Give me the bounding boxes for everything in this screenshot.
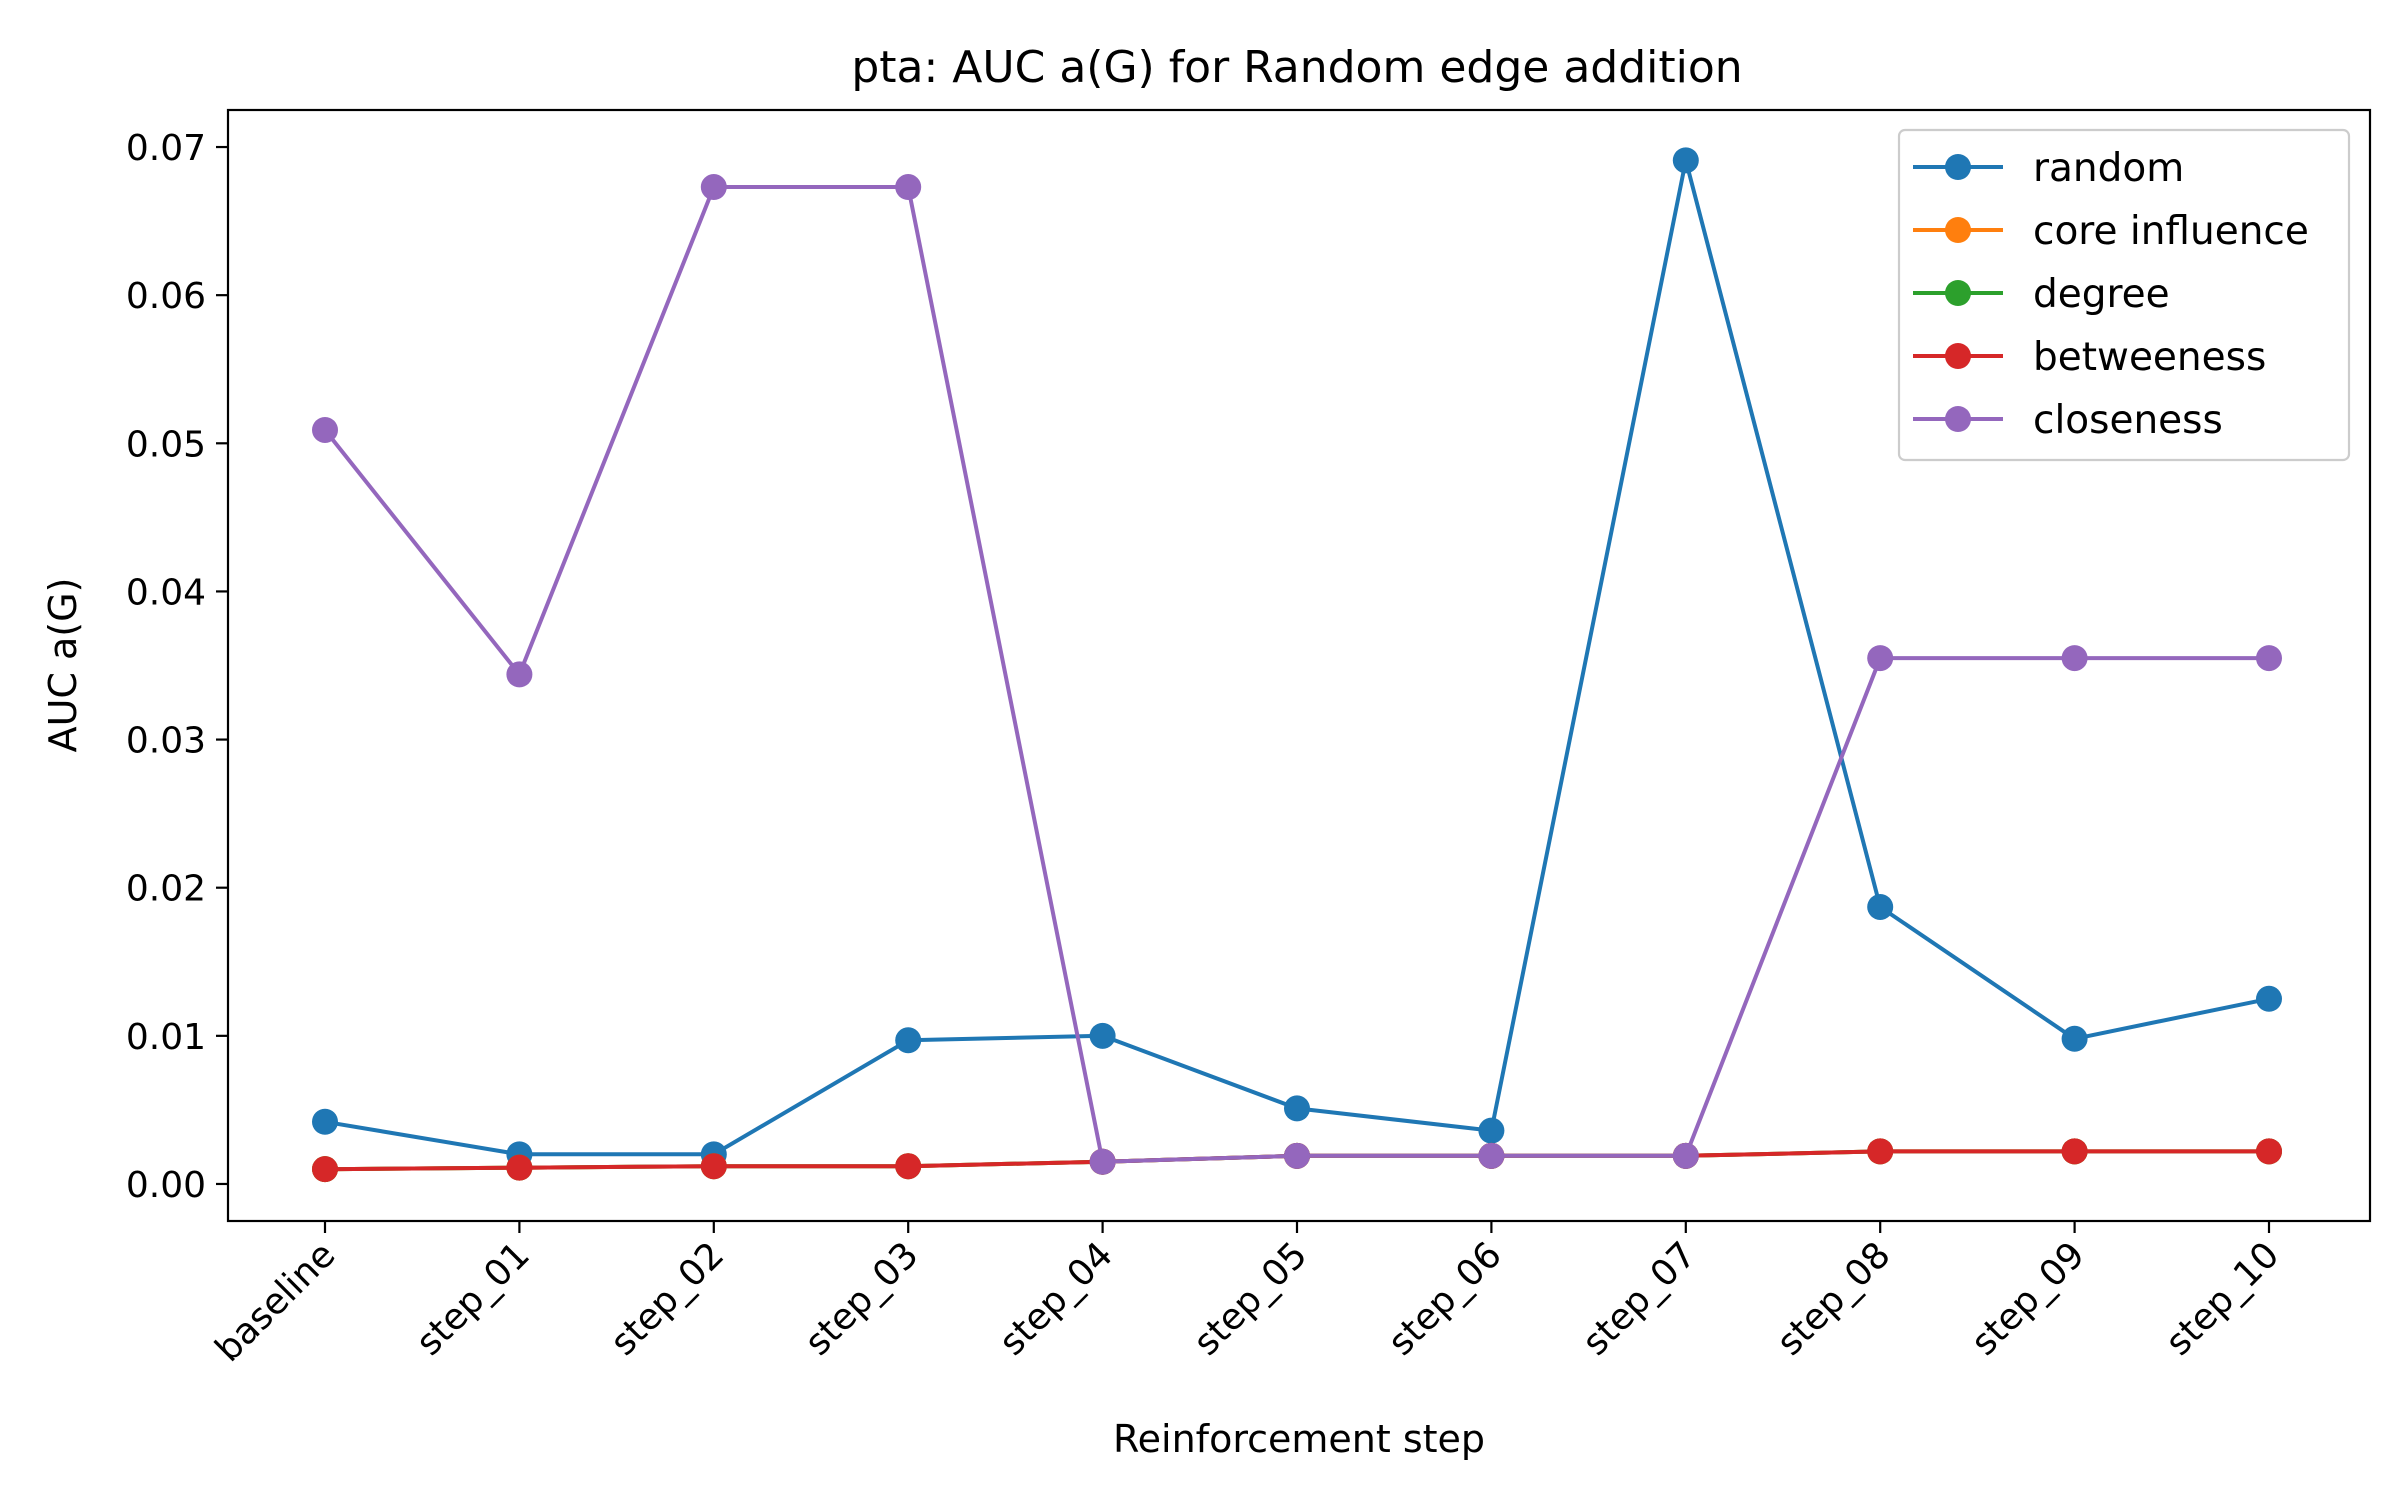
x-tick-label: step_08 [1769, 1234, 1898, 1363]
x-tick-label: step_02 [603, 1234, 732, 1363]
y-tick-label: 0.06 [126, 276, 206, 317]
y-tick-label: 0.03 [126, 721, 206, 762]
legend: random core influence degree betweeness clos… [1897, 128, 2351, 462]
x-tick-label: step_07 [1575, 1234, 1704, 1363]
data-point-closeness [1089, 1148, 1116, 1175]
legend-label: degree [2033, 272, 2170, 317]
data-point-betweeness [312, 1156, 338, 1183]
plot-frame [226, 108, 2372, 1223]
data-point-closeness [312, 416, 338, 443]
legend-label: betweeness [2033, 335, 2266, 380]
y-tick-label: 0.00 [126, 1165, 206, 1206]
data-point-betweeness [895, 1153, 922, 1180]
data-point-betweeness [2061, 1138, 2088, 1165]
y-tick-label: 0.01 [126, 1017, 206, 1058]
legend-item-closeness: closeness [1913, 398, 2223, 443]
legend-marker [1945, 217, 1971, 243]
y-axis: 0.00 0.01 0.02 0.03 0.04 0.05 0.06 0.07 [126, 128, 228, 1206]
legend-label: closeness [2033, 398, 2223, 443]
data-point-closeness [1478, 1142, 1505, 1169]
legend-item-betweeness: betweeness [1913, 335, 2266, 380]
data-point-random [1089, 1022, 1116, 1049]
data-point-random [895, 1027, 922, 1054]
legend-item-degree: degree [1913, 272, 2170, 317]
x-tick-label: step_10 [2158, 1234, 2287, 1363]
y-tick-label: 0.04 [126, 572, 206, 613]
legend-label: core influence [2033, 209, 2309, 254]
data-point-betweeness [2256, 1138, 2282, 1165]
data-point-closeness [1284, 1142, 1310, 1169]
data-point-closeness [2061, 645, 2088, 672]
legend-marker [1945, 406, 1971, 432]
legend-marker [1945, 280, 1971, 306]
data-point-random [1672, 147, 1699, 174]
y-tick-label: 0.02 [126, 869, 206, 910]
data-point-closeness [1672, 1142, 1699, 1169]
data-point-random [1284, 1095, 1310, 1122]
y-axis-title: AUC a(G) [41, 578, 85, 753]
x-tick-label: baseline [208, 1234, 344, 1370]
data-point-closeness [895, 174, 922, 201]
data-point-betweeness [506, 1154, 533, 1181]
data-point-random [312, 1108, 338, 1135]
legend-box [1897, 128, 2351, 462]
legend-marker [1945, 343, 1971, 369]
x-tick-label: step_05 [1186, 1234, 1315, 1363]
legend-item-core-influence: core influence [1913, 209, 2309, 254]
data-point-random [1867, 893, 1894, 920]
x-axis: baseline step_01 step_02 step_03 step_04 step… [208, 1221, 2287, 1370]
data-point-closeness [700, 174, 727, 201]
y-tick-label: 0.07 [126, 128, 206, 169]
data-point-random [2256, 985, 2282, 1012]
data-point-betweeness [1867, 1138, 1894, 1165]
x-tick-label: step_09 [1964, 1234, 2093, 1363]
data-point-closeness [1867, 645, 1894, 672]
x-tick-label: step_01 [409, 1234, 538, 1363]
data-point-betweeness [700, 1153, 727, 1180]
series-random [312, 147, 2282, 1168]
data-point-closeness [506, 661, 533, 688]
plot-area [312, 147, 2282, 1183]
chart-title: pta: AUC a(G) for Random edge addition [851, 42, 1742, 93]
x-tick-label: step_04 [992, 1234, 1121, 1363]
data-point-random [1478, 1117, 1505, 1144]
x-axis-title: Reinforcement step [1113, 1417, 1485, 1461]
data-point-random [2061, 1025, 2088, 1052]
legend-marker [1945, 154, 1971, 180]
legend-item-random: random [1913, 146, 2184, 191]
y-tick-label: 0.05 [126, 424, 206, 465]
x-tick-label: step_03 [797, 1234, 926, 1363]
legend-label: random [2033, 146, 2184, 191]
series-closeness [312, 174, 2282, 1175]
data-point-closeness [2256, 645, 2282, 672]
x-tick-label: step_06 [1381, 1234, 1510, 1363]
